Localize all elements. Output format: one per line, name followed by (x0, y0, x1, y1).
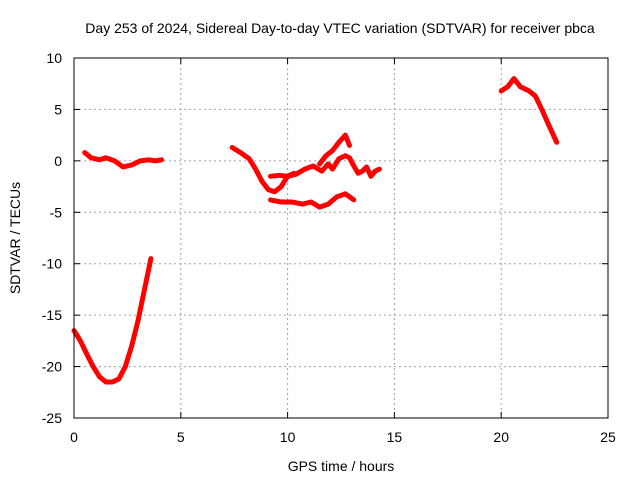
y-tick-label: -15 (42, 307, 62, 323)
x-tick-label: 20 (493, 429, 509, 445)
y-tick-label: 10 (46, 50, 62, 66)
chart-title: Day 253 of 2024, Sidereal Day-to-day VTE… (85, 20, 595, 36)
series-line-arc-3 (229, 145, 297, 195)
x-tick-label: 10 (280, 429, 296, 445)
series-line-arc-4 (268, 153, 382, 179)
y-tick-label: -5 (50, 204, 63, 220)
x-tick-label: 15 (387, 429, 403, 445)
y-axis-label: SDTVAR / TECUs (7, 182, 23, 294)
series-line-arc-1 (71, 256, 154, 385)
y-tick-label: 0 (54, 153, 62, 169)
series-line-arc-7 (498, 76, 560, 145)
series-line-arc-5 (317, 132, 352, 167)
y-tick-label: -20 (42, 359, 62, 375)
series-line-arc-6 (268, 191, 357, 210)
axis-ticks: 0 5 10 15 20 25 10 5 0 -5 -10 -15 -20 -25 (42, 50, 616, 445)
y-tick-label: 5 (54, 101, 62, 117)
y-tick-label: -10 (42, 256, 62, 272)
x-tick-label: 0 (70, 429, 78, 445)
x-tick-label: 5 (177, 429, 185, 445)
y-tick-label: -25 (42, 410, 62, 426)
series-line-arc-2 (82, 150, 165, 170)
grid-lines (74, 58, 608, 418)
x-axis-label: GPS time / hours (288, 458, 395, 474)
plot-frame (73, 57, 609, 419)
series-group (71, 76, 560, 385)
x-tick-label: 25 (600, 429, 616, 445)
